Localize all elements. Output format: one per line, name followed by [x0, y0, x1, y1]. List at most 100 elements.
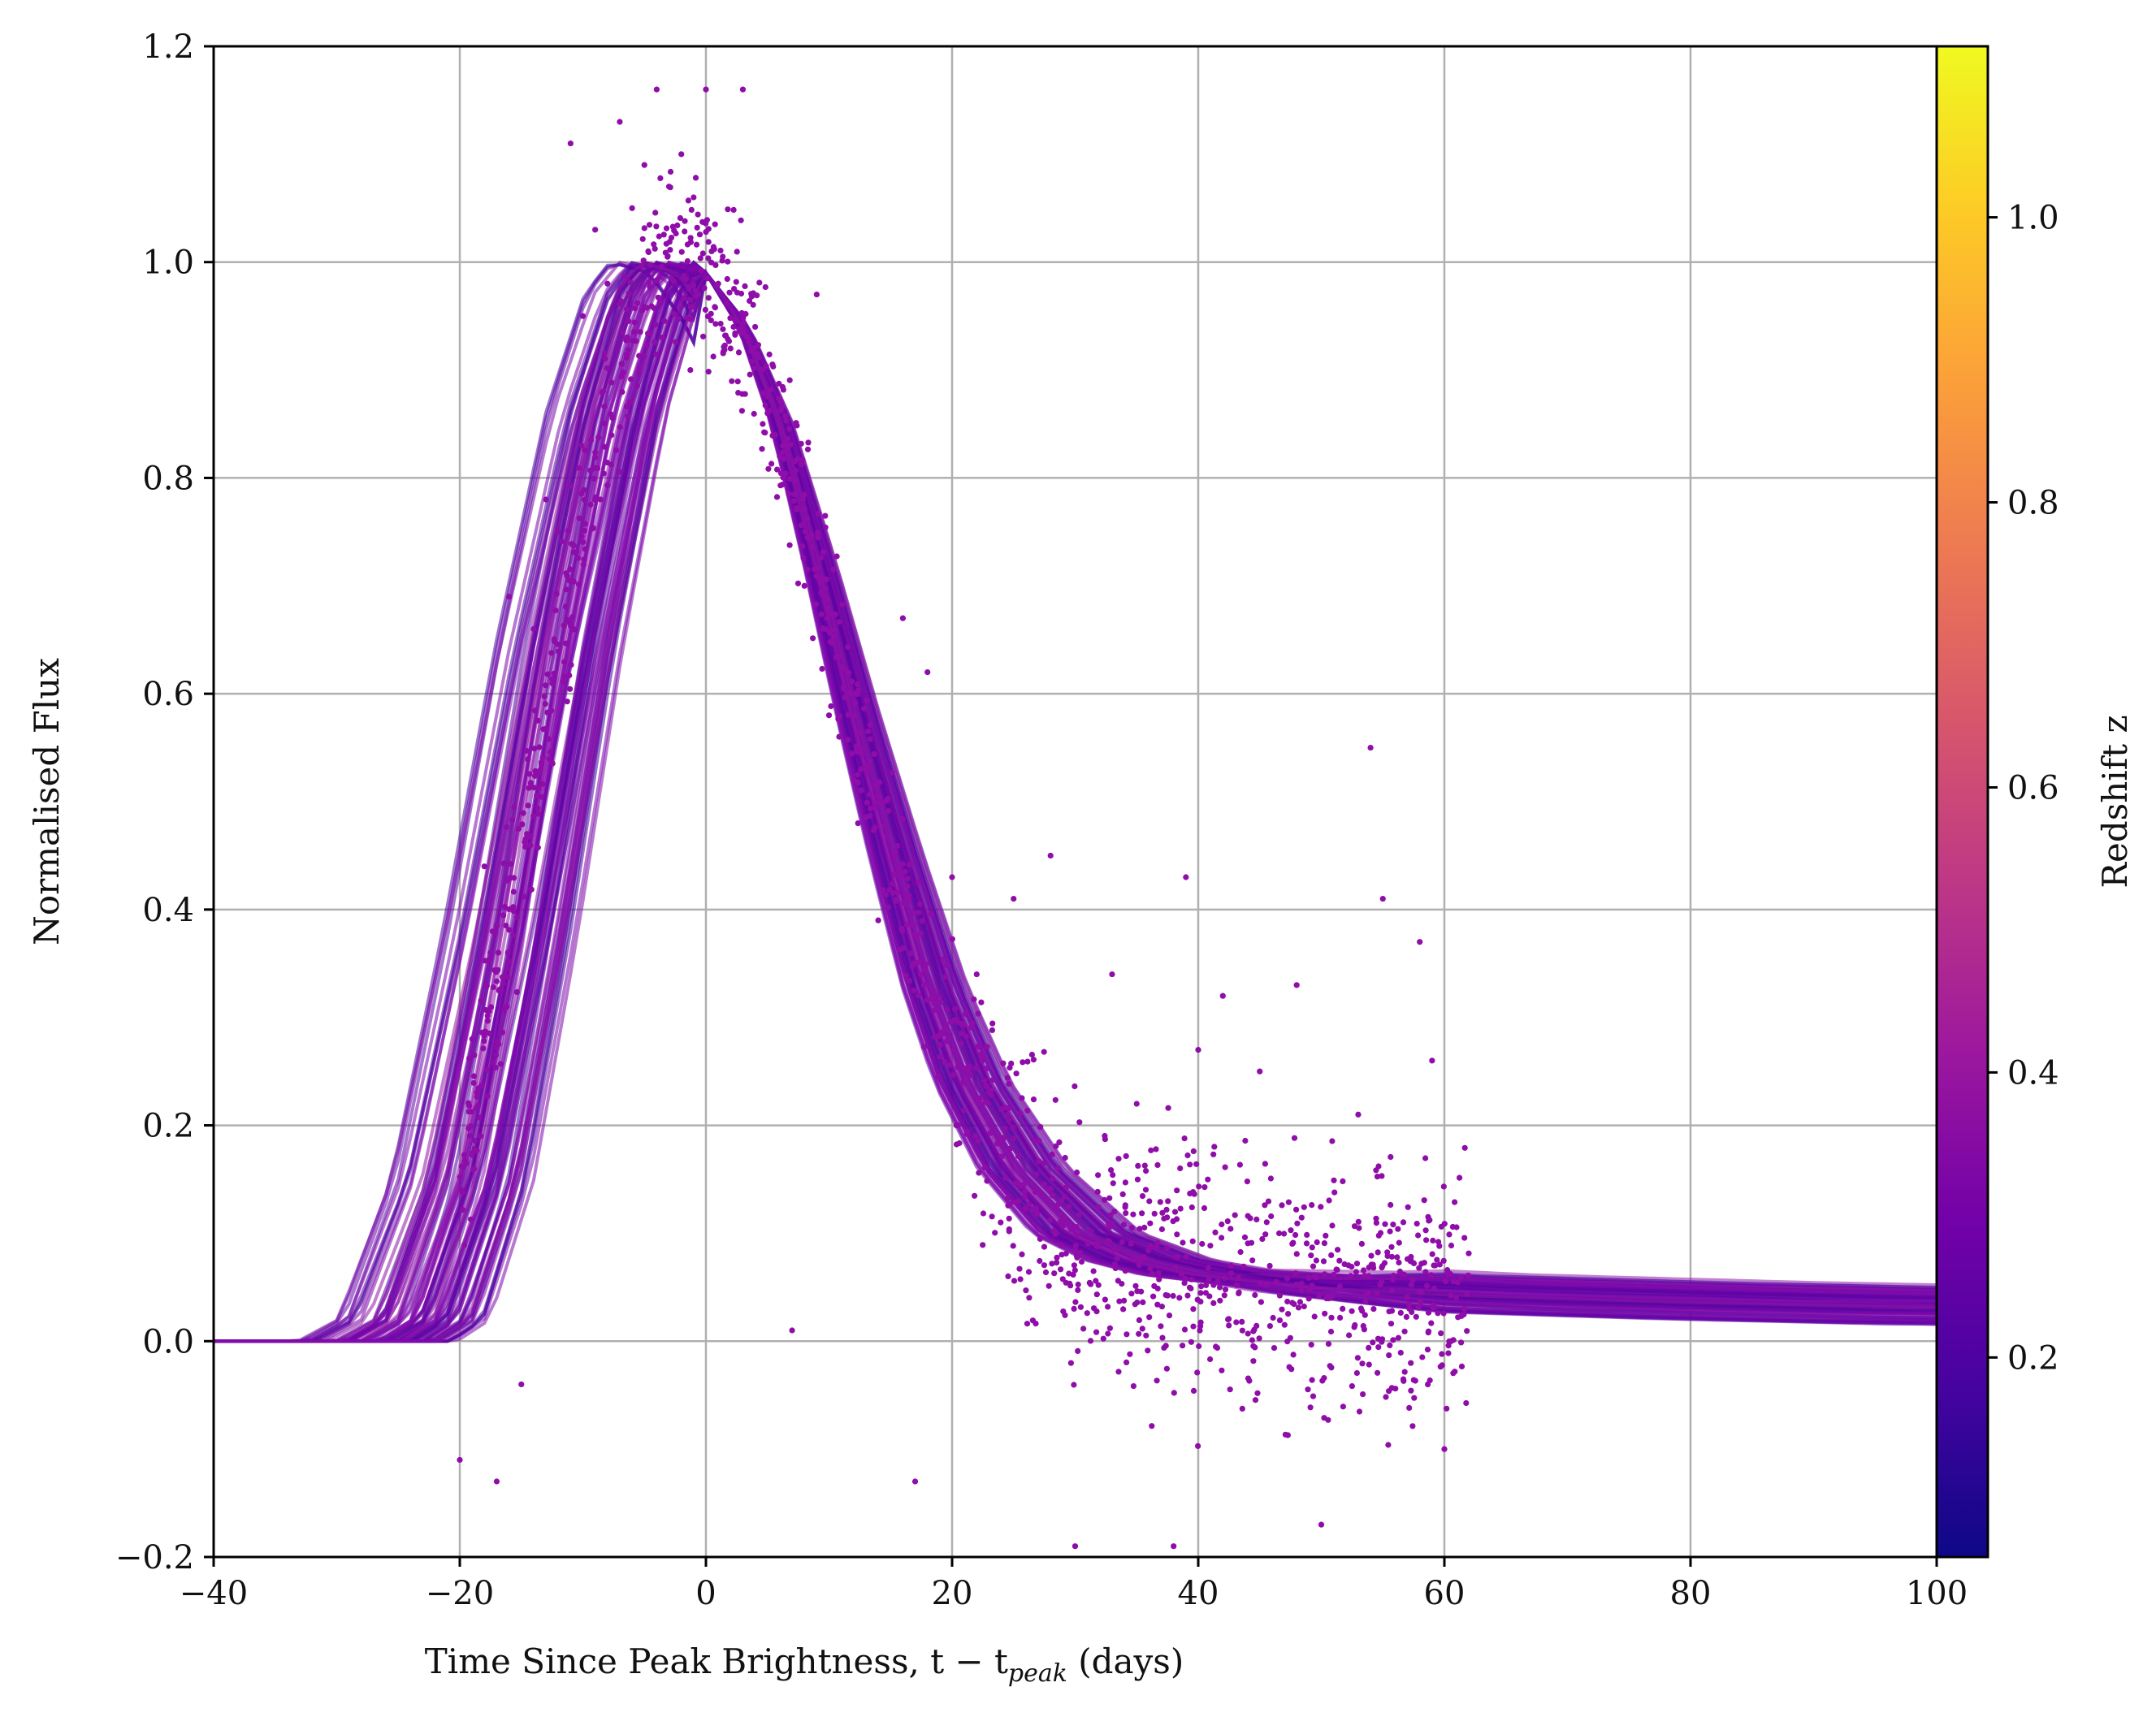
- observation-point: [1066, 1203, 1072, 1209]
- observation-point: [732, 316, 738, 322]
- observation-point: [735, 349, 742, 356]
- observation-point: [984, 1178, 990, 1184]
- observation-point: [892, 849, 898, 855]
- observation-point: [1227, 1262, 1234, 1269]
- observation-point: [972, 1133, 979, 1140]
- observation-point: [652, 339, 658, 345]
- observation-point: [684, 257, 691, 265]
- observation-point: [786, 452, 792, 459]
- observation-point: [1353, 1369, 1360, 1377]
- observation-point: [1163, 1365, 1170, 1372]
- observation-point: [560, 678, 567, 686]
- observation-point: [1033, 1171, 1040, 1178]
- observation-point: [1093, 1329, 1100, 1335]
- observation-point: [522, 839, 528, 846]
- observation-point: [1180, 1343, 1186, 1349]
- observation-point: [819, 665, 825, 673]
- observation-point: [1066, 1270, 1072, 1277]
- observation-point: [1084, 1310, 1090, 1317]
- observation-point: [1159, 1334, 1166, 1341]
- observation-point: [1390, 1337, 1396, 1343]
- observation-point: [1377, 1282, 1383, 1288]
- observation-point: [1293, 1206, 1300, 1213]
- observation-point: [1297, 1299, 1303, 1305]
- observation-point: [914, 936, 920, 942]
- observation-point: [717, 320, 724, 327]
- observation-point: [1197, 1299, 1204, 1305]
- observation-point: [849, 750, 855, 757]
- observation-point: [917, 930, 924, 937]
- x-tick-label: −20: [426, 1575, 494, 1612]
- observation-point: [935, 1073, 942, 1080]
- observation-point: [687, 235, 694, 241]
- observation-point: [857, 729, 864, 736]
- observation-point: [1123, 1210, 1129, 1217]
- observation-point: [1458, 1313, 1465, 1319]
- observation-point: [725, 338, 733, 344]
- observation-point: [1304, 1231, 1310, 1238]
- observation-point: [1392, 1386, 1399, 1392]
- observation-point: [1270, 1314, 1276, 1321]
- observation-point: [1030, 1057, 1037, 1063]
- observation-point: [815, 510, 822, 517]
- observation-point: [1036, 1158, 1042, 1165]
- observation-point: [1387, 1342, 1393, 1348]
- observation-point: [1458, 1363, 1465, 1369]
- observation-point: [1313, 1274, 1319, 1281]
- observation-point: [763, 363, 769, 370]
- observation-point: [1132, 1282, 1139, 1289]
- observation-point: [1354, 1355, 1361, 1361]
- observation-point: [1011, 1135, 1017, 1142]
- observation-point: [506, 958, 513, 965]
- observation-point: [1197, 1290, 1204, 1296]
- observation-point: [1355, 1218, 1362, 1225]
- observation-point: [737, 326, 743, 332]
- observation-point: [657, 175, 664, 181]
- observation-point: [897, 946, 903, 953]
- observation-point: [592, 454, 599, 461]
- observation-point: [484, 1018, 491, 1024]
- observation-point: [1357, 1305, 1365, 1312]
- observation-point: [647, 283, 653, 290]
- observation-point: [894, 889, 900, 896]
- observation-point: [535, 805, 541, 811]
- observation-point: [889, 769, 895, 776]
- observation-point: [1145, 1248, 1152, 1254]
- observation-point: [1309, 1377, 1315, 1383]
- observation-point: [1019, 1251, 1025, 1257]
- observation-point: [1253, 1216, 1260, 1222]
- observation-point: [1308, 1252, 1314, 1259]
- x-axis-ticks: −40 −20 0 20 40 60 80 100: [180, 1557, 1968, 1612]
- observation-point: [1165, 1105, 1171, 1111]
- observation-point: [1122, 1268, 1128, 1274]
- observation-point: [696, 231, 704, 238]
- observation-point: [582, 521, 588, 527]
- observation-point: [1353, 1269, 1359, 1275]
- observation-point: [1193, 1161, 1200, 1167]
- observation-point: [946, 1062, 953, 1068]
- observation-point: [747, 297, 753, 305]
- observation-point: [1408, 1282, 1414, 1288]
- observation-point: [712, 304, 718, 310]
- observation-point: [1139, 1210, 1145, 1217]
- observation-point: [1002, 1174, 1009, 1181]
- observation-point: [1425, 1309, 1432, 1316]
- observation-point: [1301, 1204, 1307, 1210]
- observation-point: [684, 241, 691, 248]
- observation-point: [1049, 1261, 1055, 1267]
- y-tick-label: 0.2: [142, 1108, 194, 1145]
- observation-point: [828, 703, 834, 710]
- observation-point: [483, 982, 490, 989]
- observation-point: [805, 439, 812, 446]
- observation-point: [1325, 1341, 1332, 1347]
- observation-point: [600, 388, 607, 395]
- observation-point: [548, 650, 555, 656]
- observation-point: [1210, 1282, 1217, 1288]
- observation-point: [1164, 1245, 1171, 1252]
- observation-point: [1262, 1231, 1269, 1238]
- observation-point: [1139, 1326, 1145, 1332]
- observation-point: [786, 426, 793, 432]
- observation-point: [802, 528, 808, 534]
- observation-point: [1141, 1162, 1148, 1169]
- observation-point: [839, 664, 846, 671]
